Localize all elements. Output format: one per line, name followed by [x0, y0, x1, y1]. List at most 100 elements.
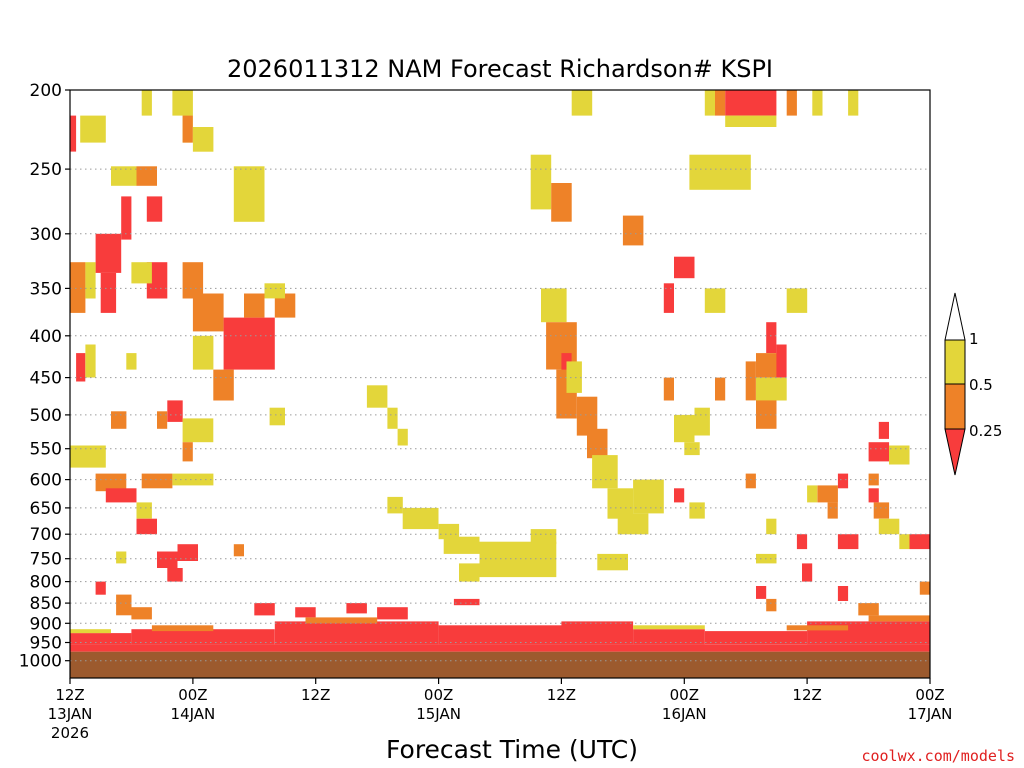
heatmap-cell-46	[177, 544, 198, 561]
heatmap-cell-36	[397, 428, 408, 446]
heatmap-cell-19	[192, 293, 224, 332]
legend-swatch-yellow	[944, 339, 966, 385]
heatmap-cell-112	[802, 563, 813, 582]
heatmap-cell-30	[157, 411, 168, 429]
heatmap-cell-12	[146, 196, 163, 222]
heatmap-cell-39	[95, 473, 127, 492]
heatmap-cell-109	[827, 502, 838, 519]
heatmap-cell-85	[766, 322, 777, 354]
heatmap-cell-115	[909, 534, 930, 550]
y-tick-label: 250	[30, 160, 62, 180]
heatmap-cell-99	[868, 442, 890, 462]
heatmap-cell-78	[786, 90, 797, 116]
x-tick-time: 12Z	[792, 686, 821, 704]
heatmap-cell-98	[745, 473, 756, 489]
legend-label: 1	[969, 330, 979, 348]
heatmap-cell-130	[70, 644, 930, 652]
heatmap-cell-45	[157, 551, 178, 568]
heatmap-cell-140	[305, 617, 378, 624]
y-tick-label: 600	[30, 471, 62, 491]
heatmap-cell-77	[725, 115, 777, 127]
heatmap-cell-87	[776, 344, 787, 378]
heatmap-cell-20	[223, 317, 275, 370]
heatmap-cell-119	[766, 598, 777, 612]
y-tick-label: 700	[30, 525, 62, 545]
heatmap-cell-111	[796, 534, 808, 550]
heatmap-cell-11	[95, 233, 122, 273]
heatmap-cell-50	[387, 496, 403, 514]
heatmap-cell-26	[76, 353, 86, 382]
heatmap-cell-103	[868, 488, 879, 503]
plot-frame	[69, 89, 931, 679]
heatmap-cell-126	[295, 607, 316, 618]
heatmap-cell-108	[807, 485, 818, 503]
x-tick-time: 12Z	[55, 686, 84, 704]
heatmap-cell-18	[131, 262, 152, 284]
y-tick-label: 1000	[19, 652, 62, 672]
y-tick-label: 300	[30, 225, 62, 245]
heatmap-cell-59	[571, 90, 593, 116]
heatmap-cell-35	[387, 407, 398, 429]
heatmap-cell-28	[126, 353, 137, 370]
heatmap-cell-79	[812, 90, 823, 116]
legend-swatch-orange	[944, 383, 966, 430]
heatmap-cell-38	[182, 442, 193, 462]
heatmap-cell-107	[817, 485, 838, 503]
heatmap-cell-52	[438, 523, 460, 540]
y-tick-label: 750	[30, 550, 62, 570]
heatmap-cell-97	[689, 502, 705, 519]
y-tick-label: 200	[30, 81, 62, 101]
heatmap-cell-37	[70, 445, 106, 468]
heatmap-cell-96	[674, 488, 685, 503]
heatmap-cell-15	[100, 272, 117, 313]
heatmap-cell-10	[121, 196, 132, 240]
heatmap-cell-27	[85, 344, 96, 378]
heatmap-cell-128	[377, 607, 408, 620]
heatmap-cell-74	[704, 90, 715, 116]
heatmap-cell-114	[766, 518, 777, 535]
ground-fill	[70, 651, 930, 678]
legend-swatch-top	[944, 292, 966, 341]
heatmap-cell-13	[70, 262, 86, 313]
heatmap-cell-16	[146, 262, 168, 299]
heatmap-cell-14	[85, 262, 96, 299]
heatmap-cell-6	[192, 127, 214, 152]
heatmap-cell-92	[674, 414, 695, 443]
heatmap-cell-1	[172, 90, 193, 116]
heatmap-cell-24	[213, 369, 234, 401]
y-tick-label: 500	[30, 406, 62, 426]
x-tick-year: 2026	[51, 724, 89, 742]
y-tick-label: 950	[30, 634, 62, 654]
heatmap-cell-125	[254, 603, 275, 616]
legend: 1 0.5 0.25	[944, 292, 1002, 476]
heatmap-cell-34	[366, 385, 388, 408]
heatmap-cell-57	[530, 154, 552, 210]
heatmap-cell-83	[704, 288, 726, 313]
heatmap-cell-123	[116, 594, 132, 616]
heatmap-cell-141	[786, 625, 849, 631]
heatmap-cell-95	[694, 407, 710, 436]
y-axis: 200 250 300 350 400 450 500 550 600 650 700 750 8008…	[19, 81, 70, 672]
heatmap-cell-84	[786, 288, 808, 313]
heatmap-cell-134	[438, 625, 562, 645]
heatmap-cell-4	[70, 115, 77, 152]
heatmap-cell-48	[233, 544, 244, 557]
heatmap-cell-66	[566, 361, 582, 393]
heatmap-cell-58	[551, 183, 572, 222]
heatmap-cell-121	[858, 603, 879, 616]
heatmap-cell-116	[899, 534, 910, 550]
heatmap-cell-22	[274, 293, 296, 318]
y-tick-label: 850	[30, 594, 62, 614]
heatmap-cell-137	[704, 631, 808, 645]
heatmap-cell-70	[633, 479, 664, 514]
x-tick-time: 00Z	[915, 686, 944, 704]
heatmap-cell-32	[182, 418, 214, 443]
heatmap-cell-100	[878, 421, 889, 439]
heatmap-cell-55	[459, 563, 480, 582]
heatmap-cell-80	[848, 90, 859, 116]
heatmap-cell-71	[597, 553, 628, 571]
heatmap-cell-64	[576, 396, 598, 436]
heatmap-cell-51	[402, 507, 439, 530]
heatmap-cell-110	[837, 534, 859, 550]
